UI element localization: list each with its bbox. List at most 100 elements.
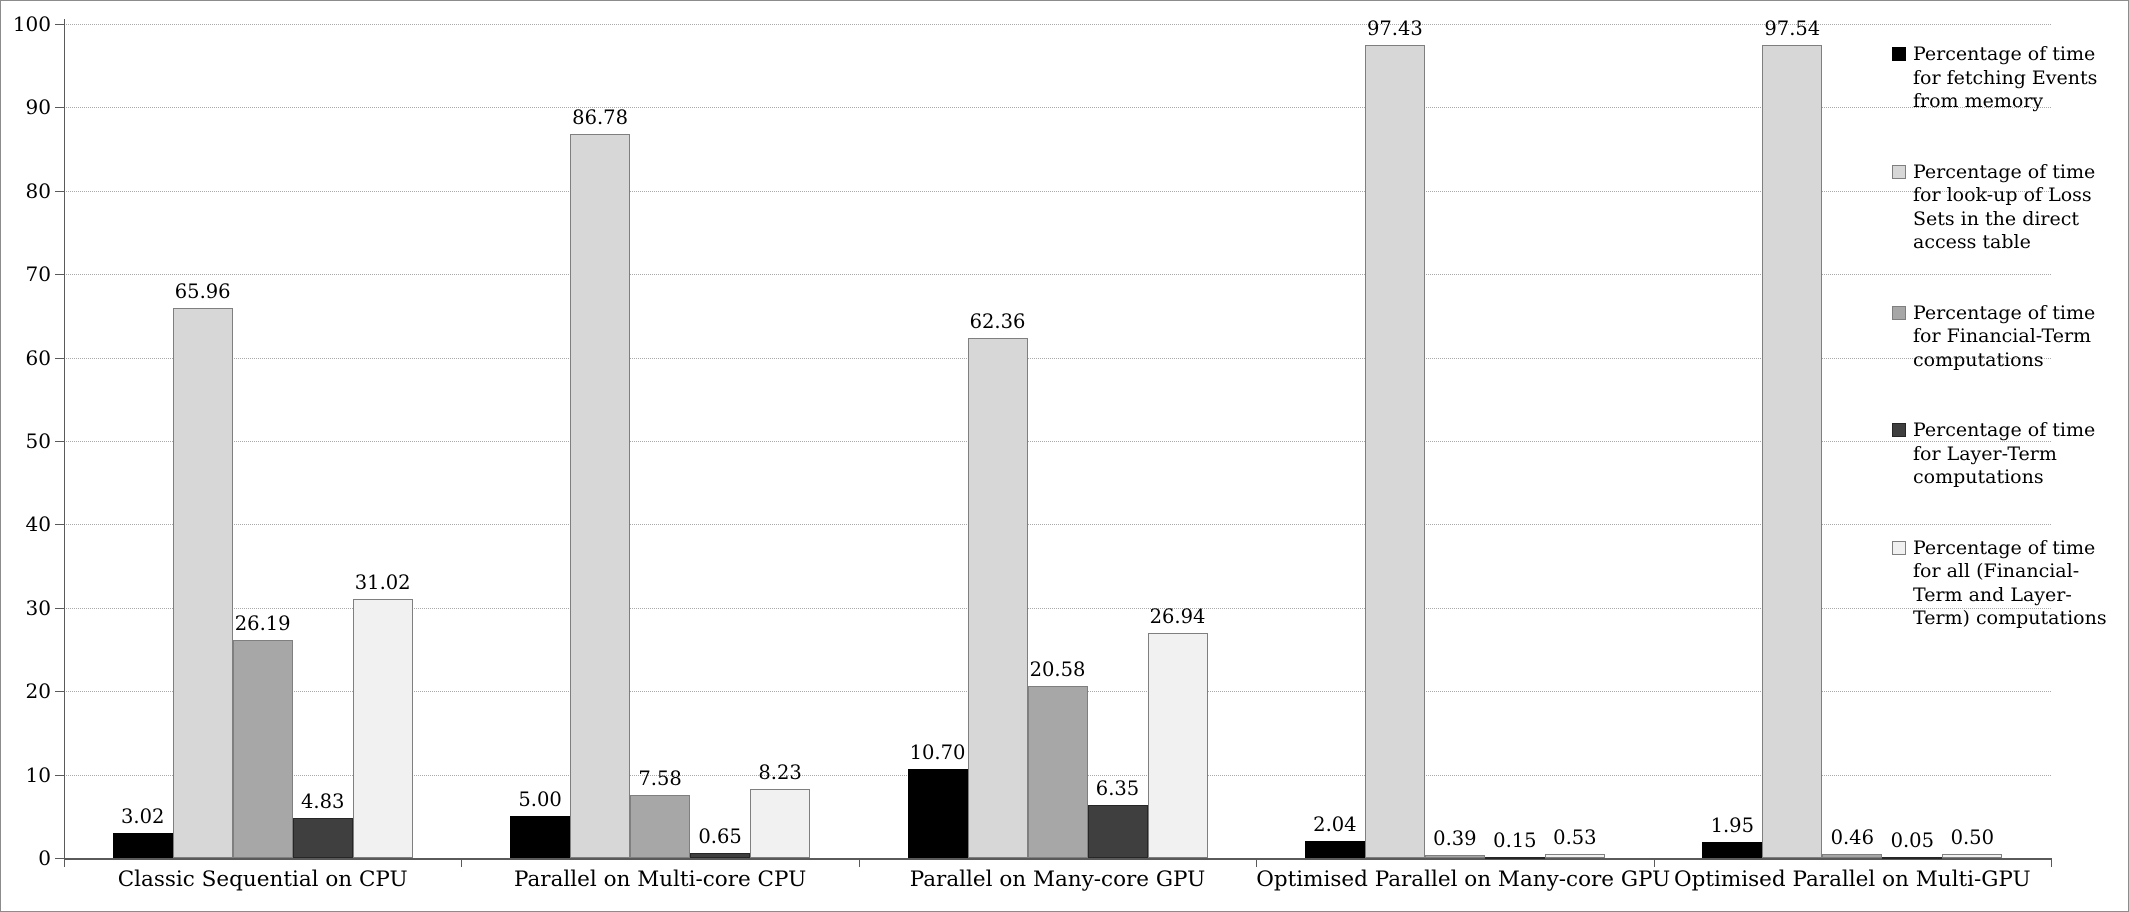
gridline [64,107,2051,109]
bar-value-label: 62.36 [969,309,1026,333]
y-axis-tick [55,107,64,109]
y-axis-tick [55,357,64,359]
bar-value-label: 1.95 [1710,813,1754,837]
bar [907,768,968,858]
bar [1027,686,1088,858]
bar [232,639,293,858]
bar-value-label: 8.23 [758,761,802,785]
legend-swatch-icon [1892,540,1906,555]
x-axis-tick [858,858,860,867]
bar-value-label: 26.94 [1149,605,1206,629]
bar-value-label: 2.04 [1313,812,1357,836]
bar [510,816,571,858]
legend-item: Percentage of time for all (Financial- T… [1892,537,2128,631]
legend-label: Percentage of time for fetching Events f… [1913,43,2098,112]
bar [1147,633,1208,858]
y-axis-tick-label: 20 [25,679,51,704]
y-axis-tick-label: 70 [25,262,51,287]
bar [1484,856,1545,859]
legend-label: Percentage of time for look-up of Loss S… [1913,160,2096,254]
y-axis-tick-label: 40 [25,512,51,537]
y-axis-tick [55,691,64,693]
gridline [64,607,2051,609]
category-label: Parallel on Multi-core CPU [513,867,807,892]
y-axis-tick-label: 60 [25,345,51,370]
y-axis-tick-label: 10 [25,762,51,787]
bar-value-label: 0.46 [1830,826,1874,850]
y-axis-tick [55,774,64,776]
gridline [64,441,2051,442]
bar-value-label: 20.58 [1029,658,1086,682]
bar [112,832,173,858]
y-axis-tick [55,274,64,276]
bar [1087,805,1148,858]
legend-label: Percentage of time for Financial-Term co… [1913,301,2096,371]
y-axis-tick [55,24,64,25]
bar-value-label: 31.02 [354,571,411,595]
bar [570,134,631,858]
bar-value-label: 0.39 [1433,826,1477,850]
bar [1822,854,1883,858]
bar-value-label: 0.50 [1950,825,1994,849]
legend-swatch-icon [1892,164,1906,179]
legend-label: Percentage of time for all (Financial- T… [1913,536,2107,630]
bar-value-label: 7.58 [638,766,682,790]
y-axis-tick [55,607,64,609]
bar-value-label: 10.70 [909,740,966,764]
bar [1304,840,1365,858]
bar-value-label: 0.65 [698,824,742,848]
legend-label: Percentage of time for Layer-Term comput… [1913,419,2096,488]
y-axis-tick-label: 100 [12,12,51,36]
category-label: Optimised Parallel on Many-core GPU [1256,867,1671,892]
y-axis-tick-label: 80 [25,178,51,203]
bar-value-label: 26.19 [234,611,291,635]
x-axis-tick [461,858,463,867]
bar-value-label: 3.02 [120,804,165,828]
gridline [64,274,2051,276]
bar [1364,45,1425,858]
x-axis-tick [1256,858,1258,867]
bar [690,852,751,858]
legend-item: Percentage of time for Financial-Term co… [1892,302,2128,373]
x-axis-tick [2051,858,2052,867]
category-label: Optimised Parallel on Multi-GPU [1673,867,2031,892]
y-axis-tick-label: 30 [25,595,51,620]
gridline [64,357,2051,359]
bar [1702,841,1763,858]
category-label: Classic Sequential on CPU [117,867,408,892]
bar [967,337,1028,858]
y-axis-tick-label: 0 [38,846,51,870]
bar-value-label: 5.00 [518,788,562,812]
legend-item: Percentage of time for look-up of Loss S… [1892,161,2128,255]
gridline [64,24,2051,25]
bar [352,599,413,858]
x-axis-tick [1653,858,1655,867]
bar [1882,857,1943,859]
bar [1762,44,1823,858]
legend: Percentage of time for fetching Events f… [1892,43,2128,631]
bar-value-label: 0.53 [1553,825,1597,849]
y-axis-tick-label: 50 [25,429,51,453]
legend-item: Percentage of time for fetching Events f… [1892,43,2128,114]
bar-value-label: 6.35 [1095,777,1140,801]
x-axis-tick [64,858,65,867]
legend-item: Percentage of time for Layer-Term comput… [1892,419,2128,490]
bar-value-label: 97.43 [1366,17,1423,41]
y-axis-line [64,19,65,858]
bar-value-label: 0.15 [1493,828,1537,852]
gridline [64,190,2051,192]
legend-swatch-icon [1892,305,1906,320]
bar [1424,854,1485,858]
bar [172,307,233,858]
y-axis-tick [55,190,64,192]
bar [292,817,353,858]
y-axis-tick [55,524,64,526]
bar-value-label: 86.78 [572,106,628,130]
bar-value-label: 65.96 [174,279,231,303]
legend-swatch-icon [1892,47,1906,61]
bar [750,789,811,858]
bar [1942,853,2003,858]
bar [1544,853,1605,858]
bar-value-label: 4.83 [300,789,345,813]
y-axis-tick [55,858,64,859]
